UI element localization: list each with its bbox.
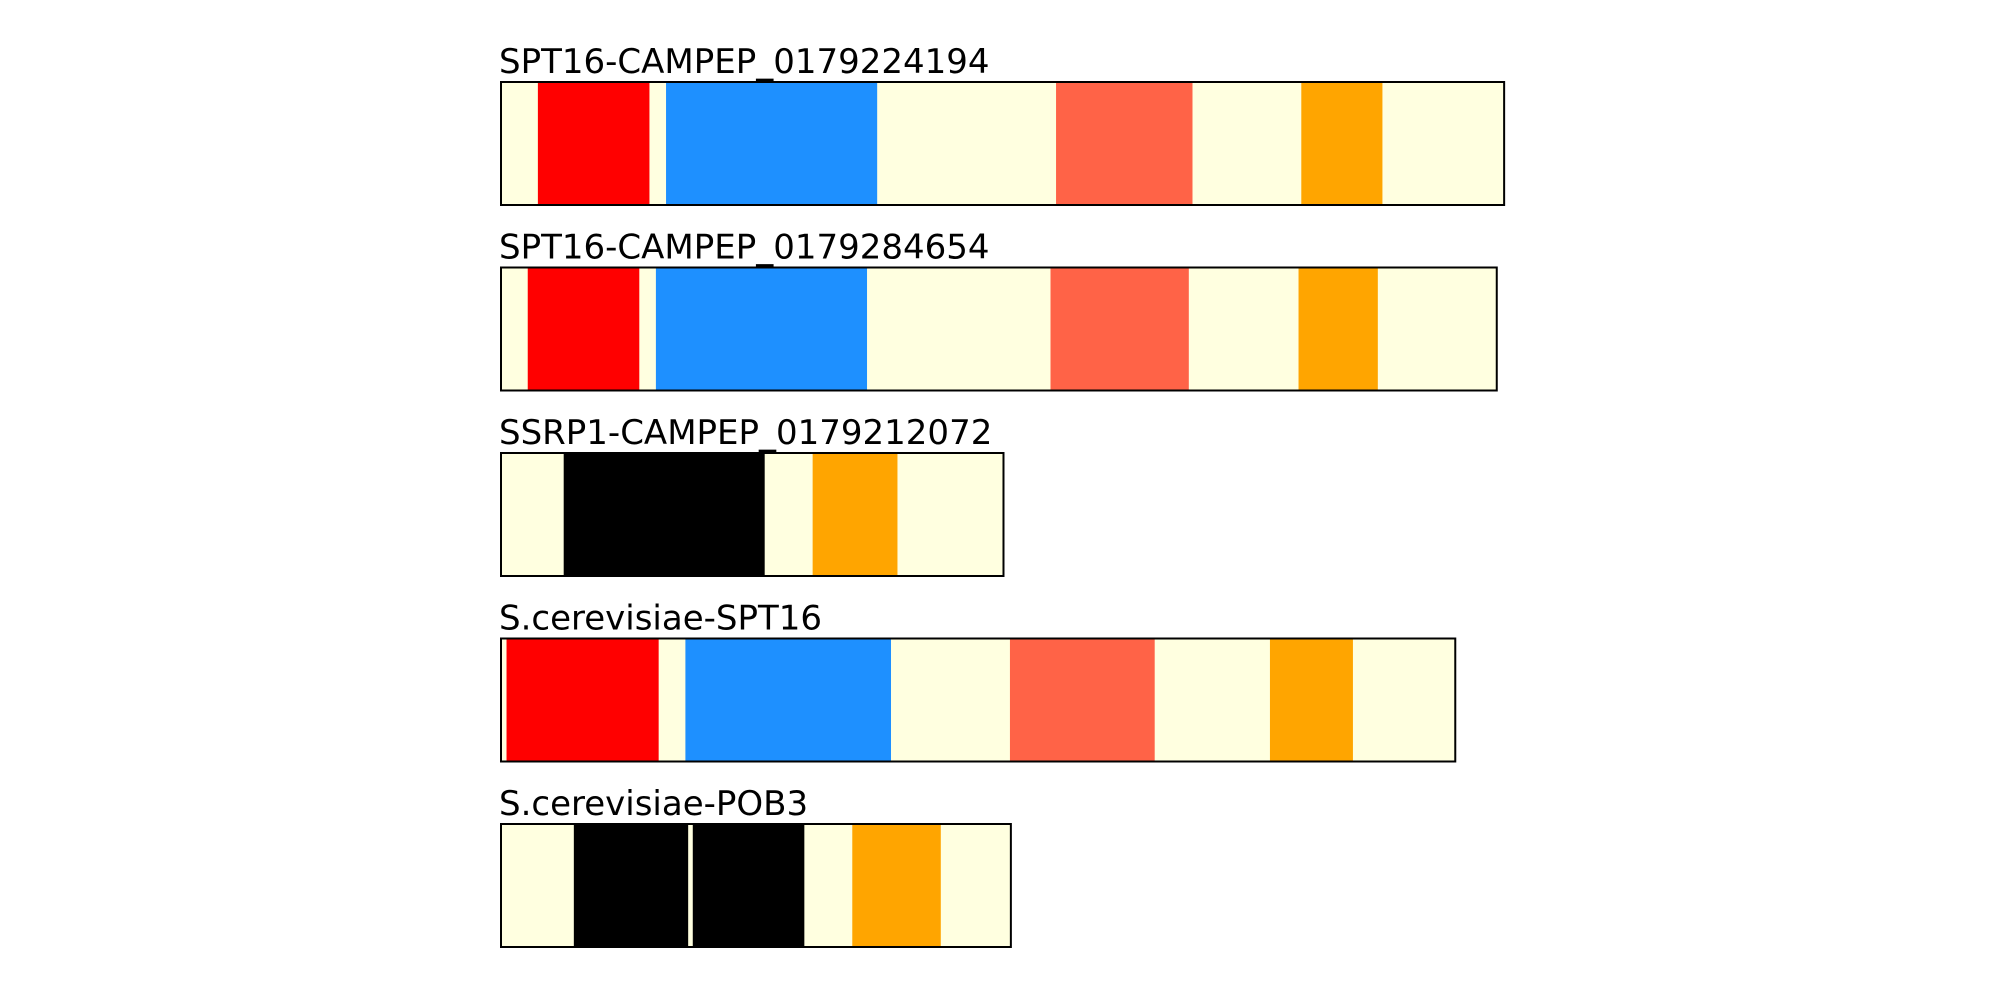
domain <box>1298 267 1378 391</box>
domain <box>1056 82 1193 205</box>
domain <box>852 824 941 947</box>
protein-outline <box>500 452 1005 577</box>
domain <box>1301 82 1383 205</box>
domain <box>506 638 659 762</box>
protein-name: S.cerevisiae-SPT16 <box>499 599 822 639</box>
domain <box>573 824 689 947</box>
domain <box>1009 638 1155 762</box>
protein-name: SPT16-CAMPEP_0179224194 <box>499 42 990 82</box>
domain <box>655 267 868 391</box>
domain <box>563 453 765 576</box>
protein-name: SPT16-CAMPEP_0179284654 <box>499 228 990 268</box>
domain <box>527 267 640 391</box>
domain <box>666 82 878 205</box>
domain <box>685 638 892 762</box>
protein-outline <box>500 266 1498 392</box>
domain <box>1269 638 1353 762</box>
protein-outline <box>500 823 1012 948</box>
protein-outline <box>500 637 1457 763</box>
domain <box>692 824 805 947</box>
domain <box>1050 267 1189 391</box>
domain <box>812 453 898 576</box>
protein-name: S.cerevisiae-POB3 <box>499 784 808 824</box>
protein-outline <box>500 81 1506 206</box>
protein-name: SSRP1-CAMPEP_0179212072 <box>499 413 992 453</box>
domain <box>537 82 650 205</box>
